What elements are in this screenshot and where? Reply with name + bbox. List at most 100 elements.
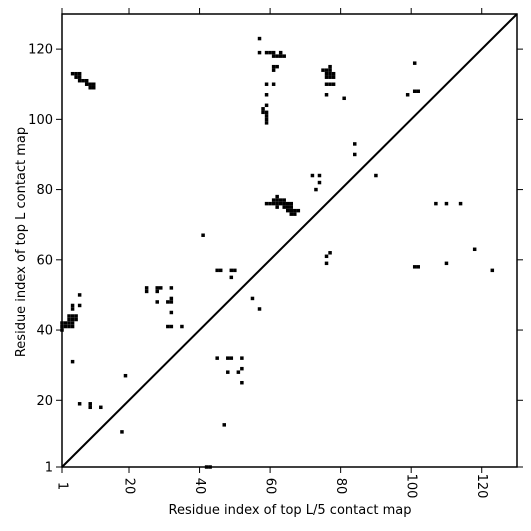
contact-point [328,251,332,255]
contact-point [63,321,68,325]
contact-point [257,36,262,41]
contact-point [88,402,92,406]
contact-point [271,198,276,202]
contact-point [70,307,75,311]
contact-point [226,356,230,360]
contact-point [257,307,262,311]
plot-frame [61,13,518,468]
contact-point [472,247,477,252]
contact-point [264,103,269,108]
contact-point [289,201,294,206]
x-tick-label: 120 [474,474,489,499]
contact-point [77,75,82,79]
contact-point [236,370,241,374]
contact-point [77,402,82,406]
contact-point [324,75,329,79]
contact-point [444,201,449,206]
contact-point [264,50,269,55]
contact-point [63,324,68,329]
contact-point [201,233,205,237]
contact-point [84,78,89,83]
contact-point [321,68,325,72]
contact-point [74,71,78,76]
contact-point [233,268,237,273]
contact-point [229,268,234,273]
contact-point [275,198,279,202]
contact-point [293,208,297,213]
contact-point [324,254,329,259]
contact-point [123,373,128,378]
contact-point [324,93,329,97]
contact-point [70,321,75,325]
contact-point [264,82,269,86]
x-axis-ticks: 1 20 40 60 80 100 120 [55,8,489,499]
contact-point [70,324,75,329]
contact-point [328,75,332,79]
contact-point [285,208,290,213]
contact-point [264,121,269,125]
diagonal-line [61,13,518,468]
contact-point [278,201,283,206]
x-tick-label: 20 [122,478,137,495]
contact-point [226,370,230,374]
x-axis-label: Residue index of top L/5 contact map [169,503,412,518]
contact-point [342,96,346,101]
contact-point [328,64,332,69]
contact-point [324,82,329,86]
contact-point [275,194,279,199]
contact-point [70,314,75,318]
contact-point [218,268,223,273]
contact-point [155,289,159,294]
y-tick-label: 40 [36,324,53,339]
contact-points [60,36,495,469]
contact-point [271,54,276,58]
contact-point [166,324,170,329]
contact-point [215,356,219,360]
contact-point [271,68,276,72]
contact-point [264,110,269,115]
contact-point [331,75,336,79]
contact-point [77,293,82,297]
contact-point [81,78,85,83]
contact-point [275,64,279,69]
y-tick-label: 100 [28,113,53,128]
contact-point [317,180,322,185]
contact-point [264,201,269,206]
contact-point [70,303,75,308]
contact-point [74,75,78,79]
contact-point [166,300,170,304]
contact-point [91,82,96,86]
y-tick-label: 1 [45,461,53,476]
contact-point [74,317,78,322]
x-tick-label: 40 [192,478,207,495]
contact-point [275,54,279,58]
contact-point [285,205,290,209]
contact-point [310,173,315,178]
contact-point [328,71,332,76]
contact-point [271,201,276,206]
contact-point [331,82,336,86]
contact-point [412,89,417,93]
contact-point [282,201,286,206]
contact-point [67,321,71,325]
contact-point [169,310,174,315]
contact-point [240,356,244,360]
contact-point [155,300,159,304]
contact-point [77,78,82,83]
x-tick-label: 100 [404,474,419,499]
contact-point [229,356,234,360]
contact-point [240,366,244,371]
x-tick-label: 1 [55,482,70,490]
contact-point [289,205,294,209]
contact-point [412,61,417,65]
contact-point [490,268,495,273]
contact-point [285,201,290,206]
contact-point [331,71,336,76]
contact-point [328,68,332,72]
contact-point [324,71,329,76]
contact-point [282,198,286,202]
contact-point [271,50,276,55]
contact-point [88,86,92,90]
